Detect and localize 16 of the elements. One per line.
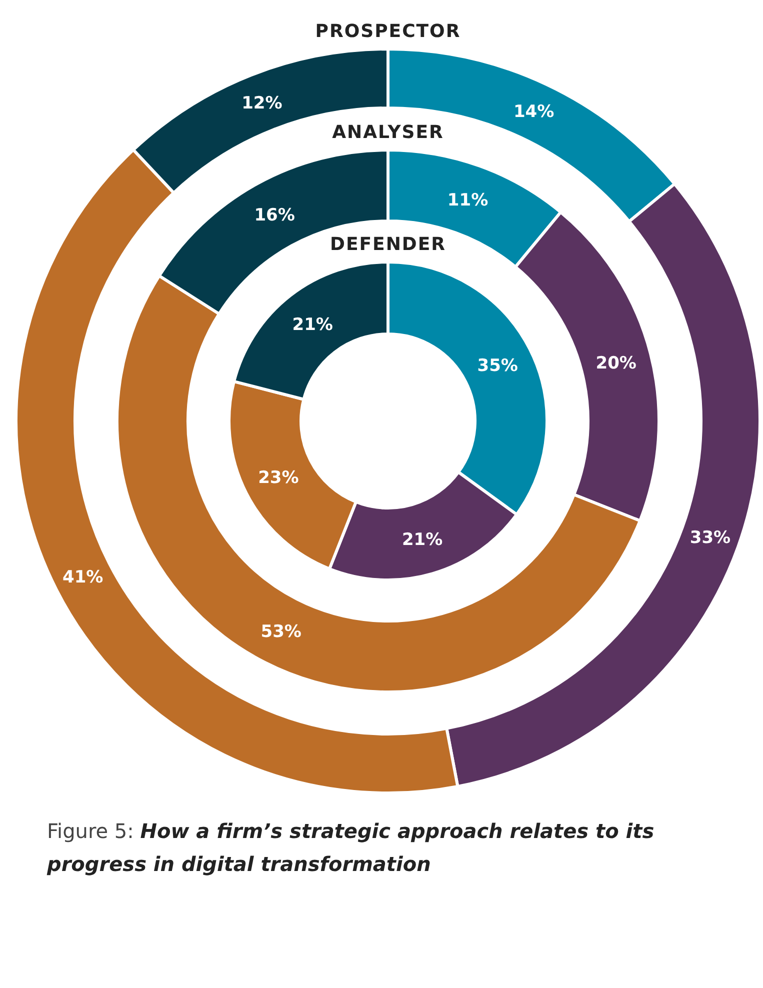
data-label: 11% (447, 190, 488, 210)
chart-title: DEFENDER (330, 234, 446, 255)
data-label: 21% (402, 530, 443, 550)
data-label: 16% (254, 206, 295, 226)
caption: Figure 5: How a firm’s strategic approach relates to its progress in digital transformation (46, 819, 654, 876)
chart-title: ANALYSER (332, 122, 444, 143)
data-label: 21% (292, 314, 333, 335)
data-label: 12% (242, 94, 282, 114)
data-label: 41% (62, 567, 104, 588)
data-label: 53% (260, 622, 302, 642)
data-label: 33% (690, 528, 731, 548)
data-label: 35% (477, 356, 518, 376)
data-label: 14% (513, 102, 554, 122)
chart-title: PROSPECTOR (315, 21, 461, 42)
data-label: 20% (596, 353, 636, 374)
data-label: 23% (258, 468, 299, 488)
